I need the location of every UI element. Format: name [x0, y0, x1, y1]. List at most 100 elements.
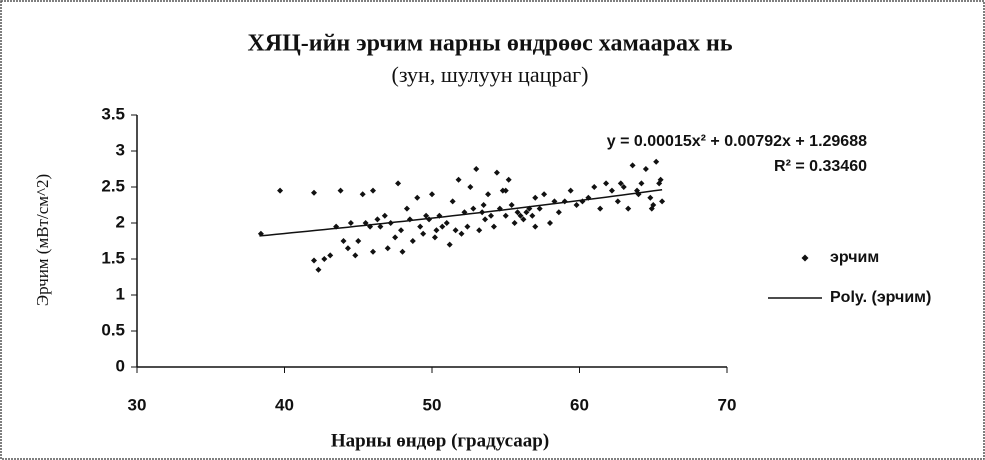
point [321, 256, 328, 262]
trend-equation: y = 0.00015x² + 0.00792x + 1.29688 [607, 133, 867, 150]
point [520, 216, 527, 223]
point [480, 202, 487, 208]
point [464, 223, 471, 230]
point [502, 212, 509, 219]
point [485, 191, 492, 198]
point [642, 166, 649, 172]
point [439, 223, 446, 230]
point [648, 205, 655, 212]
x-tick-label: 50 [423, 395, 442, 414]
y-tick-label: 3 [116, 140, 125, 159]
point [473, 166, 480, 172]
point [511, 220, 518, 226]
point [488, 212, 494, 219]
chart-title: ХЯЦ-ийн эрчим нарны өндрөөс хамаарах нь [247, 31, 732, 57]
point [414, 194, 421, 201]
point [370, 187, 376, 194]
point [597, 205, 604, 212]
point [429, 191, 435, 198]
point [337, 187, 344, 194]
point [536, 205, 543, 212]
point [344, 245, 351, 252]
point [420, 230, 427, 237]
point [470, 205, 477, 212]
y-tick-label: 2.5 [101, 176, 125, 195]
point [355, 238, 362, 244]
trendline [259, 188, 663, 237]
y-tick-label: 3.5 [101, 104, 125, 123]
point [384, 245, 391, 252]
point [359, 191, 366, 198]
point [529, 212, 536, 219]
x-tick-label: 60 [570, 395, 589, 414]
y-tick-label: 1 [116, 284, 125, 303]
point [370, 248, 376, 255]
point [653, 158, 660, 165]
point [532, 194, 539, 201]
point [452, 227, 459, 234]
point [277, 187, 284, 194]
point [508, 202, 515, 208]
point [490, 223, 497, 230]
point [374, 216, 381, 223]
point [476, 227, 483, 234]
point [493, 169, 500, 176]
y-tick-label: 2 [116, 212, 125, 231]
legend-marker [801, 254, 809, 262]
point [482, 216, 489, 223]
point [657, 176, 664, 183]
x-tick-label: 30 [128, 395, 147, 414]
point [532, 223, 539, 230]
point [449, 198, 456, 205]
point [347, 220, 354, 226]
point [403, 205, 410, 212]
point [523, 209, 530, 216]
legend-label: эрчим [830, 249, 879, 266]
y-tick-label: 0.5 [101, 320, 125, 339]
point [647, 194, 654, 201]
point [573, 202, 580, 208]
point [659, 198, 666, 205]
point [603, 180, 610, 187]
point [614, 198, 621, 205]
point [431, 234, 438, 241]
point [315, 266, 322, 273]
point [555, 209, 562, 216]
x-axis-label: Нарны өндөр (градусаар) [331, 430, 549, 451]
point [625, 205, 632, 212]
x-tick-label: 40 [275, 395, 294, 414]
point [417, 223, 424, 230]
x-tick-label: 70 [718, 395, 737, 414]
point [458, 230, 465, 237]
y-tick-label: 1.5 [101, 248, 125, 267]
chart-subtitle: (зун, шулуун цацраг) [392, 62, 589, 87]
legend-label: Poly. (эрчим) [830, 289, 931, 306]
point [629, 162, 636, 169]
point [547, 220, 553, 226]
point [398, 227, 405, 234]
point [381, 212, 388, 219]
point [377, 223, 384, 230]
trend-r2: R² = 0.33460 [774, 158, 867, 175]
point [617, 180, 624, 187]
point [340, 238, 347, 244]
point [505, 176, 512, 183]
point [620, 184, 627, 190]
point [352, 252, 359, 259]
point [395, 180, 402, 187]
point [399, 248, 406, 255]
point [446, 241, 453, 248]
point [311, 189, 317, 196]
point [591, 184, 598, 190]
point [433, 227, 440, 234]
y-axis-label: Эрчим (мВт/см^2) [33, 174, 52, 306]
point [567, 187, 574, 194]
point [443, 220, 450, 226]
point [392, 234, 399, 241]
point [409, 238, 416, 244]
point [455, 176, 462, 183]
point [638, 180, 645, 187]
point [327, 252, 334, 259]
